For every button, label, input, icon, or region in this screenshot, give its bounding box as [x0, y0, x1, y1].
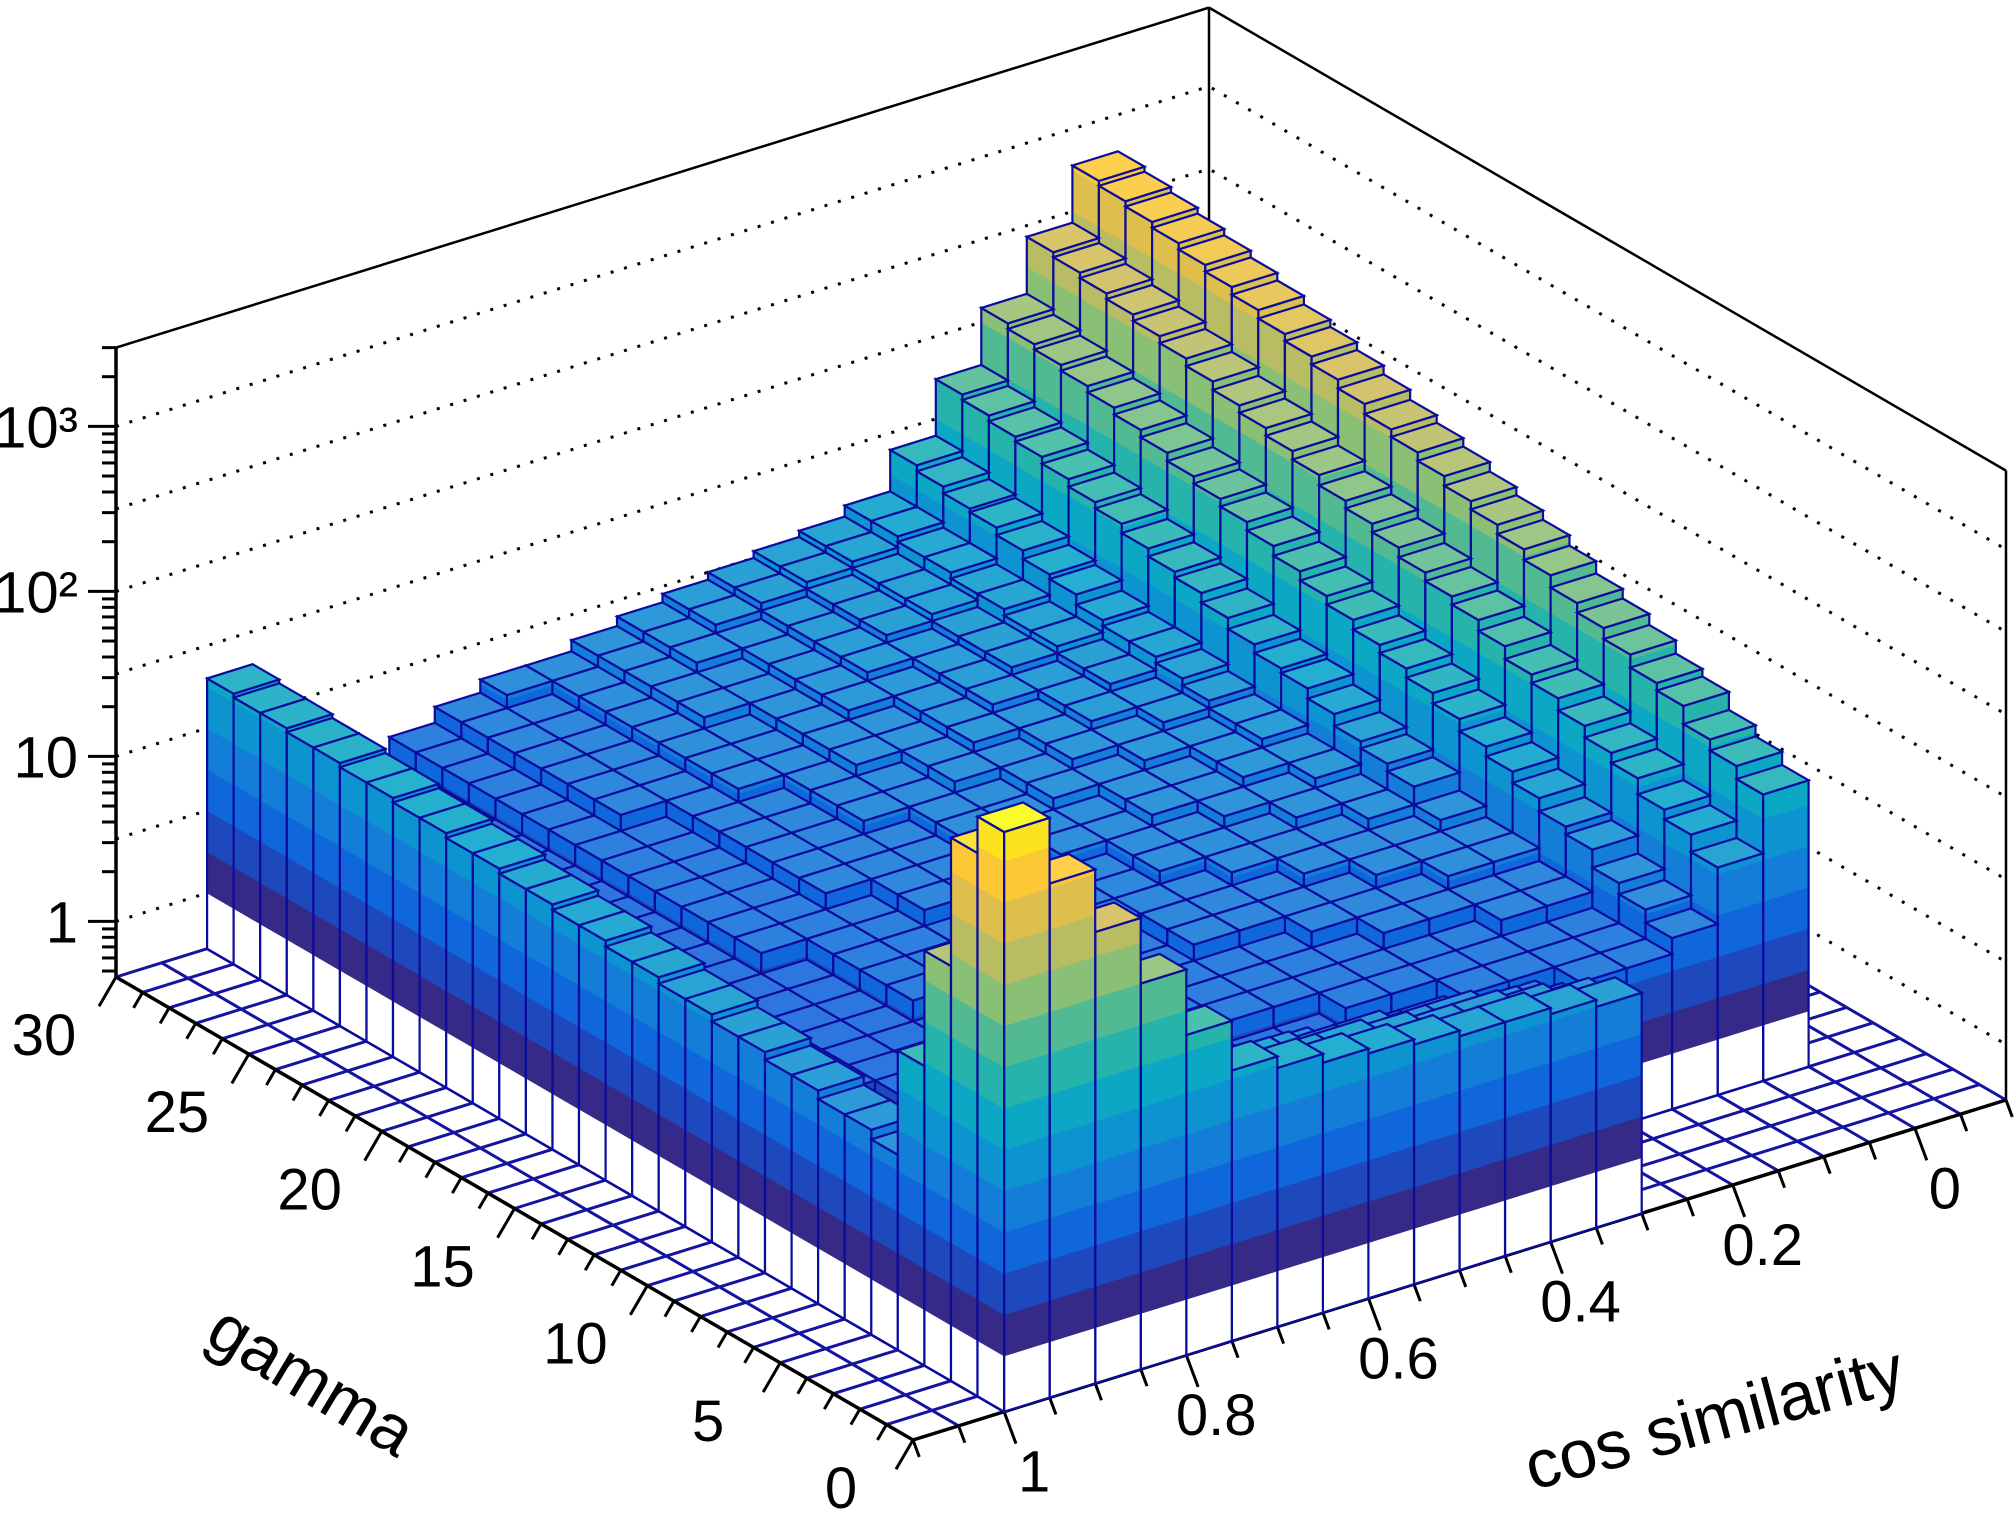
- y-axis-tick: [876, 1423, 888, 1441]
- x-axis-tick: [1594, 1226, 1604, 1245]
- x-axis-tick: [911, 1439, 921, 1458]
- x-axis-tick: [1776, 1170, 1786, 1189]
- y-axis-tick: [477, 1192, 490, 1210]
- bar-top: [1039, 448, 1117, 481]
- bar-top: [887, 434, 966, 467]
- bar-top: [940, 477, 1019, 510]
- x-axis-tick: [1685, 1198, 1695, 1217]
- x-axis-tick: [1048, 1396, 1058, 1415]
- bar-top: [1024, 221, 1102, 254]
- bar-top: [1255, 303, 1334, 336]
- y-axis-tick: [318, 1099, 330, 1117]
- x-axis-tick: [1640, 1212, 1650, 1231]
- bar-top: [914, 455, 992, 488]
- x-axis-tick: [1731, 1184, 1747, 1218]
- y-axis-tick: [716, 1331, 729, 1349]
- frame-edge: [115, 6, 1210, 349]
- bar-top: [868, 505, 947, 538]
- bar-top: [1111, 399, 1189, 432]
- y-axis-tick: [158, 1007, 171, 1025]
- y-axis-tick: [211, 1037, 224, 1055]
- x-axis-tick: [1367, 1297, 1382, 1331]
- bar-top: [986, 406, 1064, 438]
- bar-top: [1012, 426, 1091, 459]
- bar-top: [1005, 313, 1083, 346]
- bar-top: [1156, 327, 1235, 360]
- x-axis-tick: [1822, 1156, 1832, 1175]
- bar-top: [1084, 376, 1163, 409]
- y-axis-tick: [796, 1377, 809, 1395]
- frame-edge: [1208, 6, 2007, 472]
- x-axis-tick: [1913, 1127, 1929, 1161]
- y-axis-tick: [894, 1439, 915, 1470]
- x-axis-tick: [1002, 1411, 1018, 1445]
- y-axis-tick: [743, 1346, 755, 1364]
- bar-top: [1058, 355, 1136, 388]
- y-axis-tick: [663, 1300, 676, 1318]
- x-axis-tick: [1458, 1269, 1468, 1288]
- bar-top: [1031, 334, 1110, 367]
- bar-top: [1183, 350, 1262, 383]
- y-axis-tick: [849, 1408, 862, 1426]
- y-axis-tick: [291, 1084, 304, 1102]
- bar-top: [1130, 305, 1208, 338]
- y-axis-tick: [629, 1284, 649, 1316]
- bar-top: [933, 363, 1011, 396]
- y-axis-tick: [97, 976, 118, 1007]
- y-axis-tick: [344, 1115, 357, 1133]
- y-axis-tick: [557, 1238, 569, 1256]
- x-axis-tick: [1959, 1113, 1969, 1132]
- y-axis-tick: [583, 1254, 596, 1272]
- bar-top: [1069, 150, 1148, 183]
- y-axis-tick: [132, 991, 144, 1009]
- y-axis-tick: [451, 1176, 463, 1194]
- x-axis-tick: [957, 1425, 967, 1444]
- x-axis-tick: [1184, 1354, 1200, 1388]
- y-axis-tick: [496, 1207, 516, 1239]
- y-axis-tick: [185, 1022, 197, 1040]
- bar-top: [1175, 234, 1254, 267]
- x-axis-tick: [1503, 1255, 1513, 1274]
- bar-top: [959, 384, 1038, 417]
- y-axis-tick: [363, 1130, 383, 1162]
- bar-top: [1050, 241, 1129, 274]
- bar-top: [1202, 256, 1281, 289]
- x-axis-tick: [1412, 1283, 1422, 1302]
- x-axis-tick: [1139, 1368, 1149, 1387]
- bar-top: [1149, 212, 1227, 245]
- y-axis-tick: [530, 1223, 543, 1241]
- axes: [88, 346, 2014, 1470]
- x-axis-tick: [1230, 1340, 1240, 1359]
- bar-top: [1122, 191, 1201, 224]
- x-axis-tick: [1093, 1382, 1103, 1401]
- x-axis-tick: [1867, 1141, 1878, 1160]
- y-axis-tick: [823, 1392, 835, 1410]
- bar-top: [1077, 262, 1155, 295]
- bar-top: [978, 292, 1057, 325]
- y-axis-tick: [690, 1315, 702, 1333]
- bar-top: [1096, 170, 1174, 203]
- bars: [204, 150, 1812, 1414]
- y-axis-tick: [397, 1146, 410, 1164]
- x-axis-tick: [1275, 1326, 1286, 1345]
- y-axis-tick: [761, 1362, 782, 1393]
- bar-top: [1229, 279, 1307, 312]
- y-axis-tick: [424, 1161, 437, 1179]
- x-axis-tick: [2004, 1099, 2014, 1118]
- x-axis-tick: [1549, 1241, 1564, 1275]
- y-axis-tick: [265, 1068, 277, 1086]
- bar-top: [967, 496, 1045, 529]
- bar-top: [1103, 283, 1182, 316]
- x-axis-tick: [1321, 1311, 1331, 1330]
- y-axis-tick: [230, 1053, 251, 1085]
- y-axis-tick: [610, 1269, 623, 1287]
